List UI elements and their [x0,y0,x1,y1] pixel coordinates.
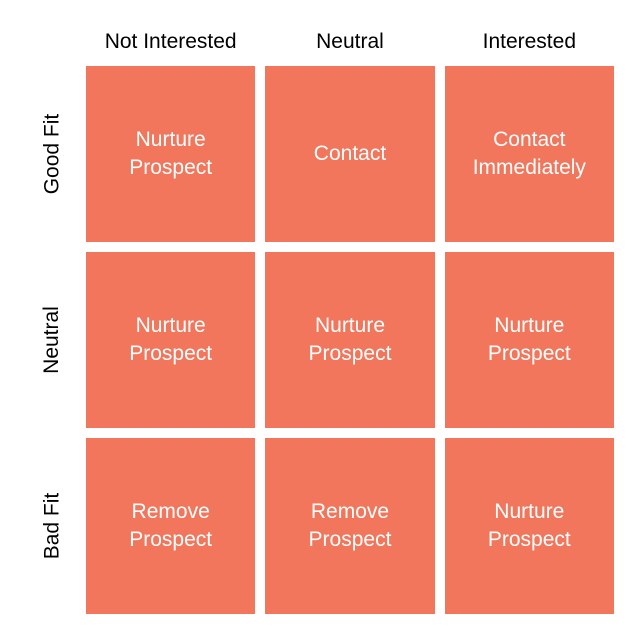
col-header-interested: Interested [445,18,614,66]
matrix-grid: Nurture Prospect Contact Contact Immedia… [86,66,614,614]
cell-goodfit-neutral: Contact [265,66,434,242]
cell-neutral-neutral: Nurture Prospect [265,252,434,428]
col-header-not-interested: Not Interested [86,18,255,66]
cell-goodfit-notinterested: Nurture Prospect [86,66,255,242]
row-headers: Good Fit Neutral Bad Fit [18,66,86,614]
cell-neutral-interested: Nurture Prospect [445,252,614,428]
cell-neutral-notinterested: Nurture Prospect [86,252,255,428]
column-headers: Not Interested Neutral Interested [86,18,614,66]
prospect-matrix: Not Interested Neutral Interested Good F… [18,18,614,614]
row-header-good-fit: Good Fit [18,66,86,242]
cell-badfit-interested: Nurture Prospect [445,438,614,614]
row-header-bad-fit: Bad Fit [18,438,86,614]
cell-badfit-neutral: Remove Prospect [265,438,434,614]
col-header-neutral: Neutral [265,18,434,66]
cell-goodfit-interested: Contact Immediately [445,66,614,242]
cell-badfit-notinterested: Remove Prospect [86,438,255,614]
row-header-neutral: Neutral [18,252,86,428]
